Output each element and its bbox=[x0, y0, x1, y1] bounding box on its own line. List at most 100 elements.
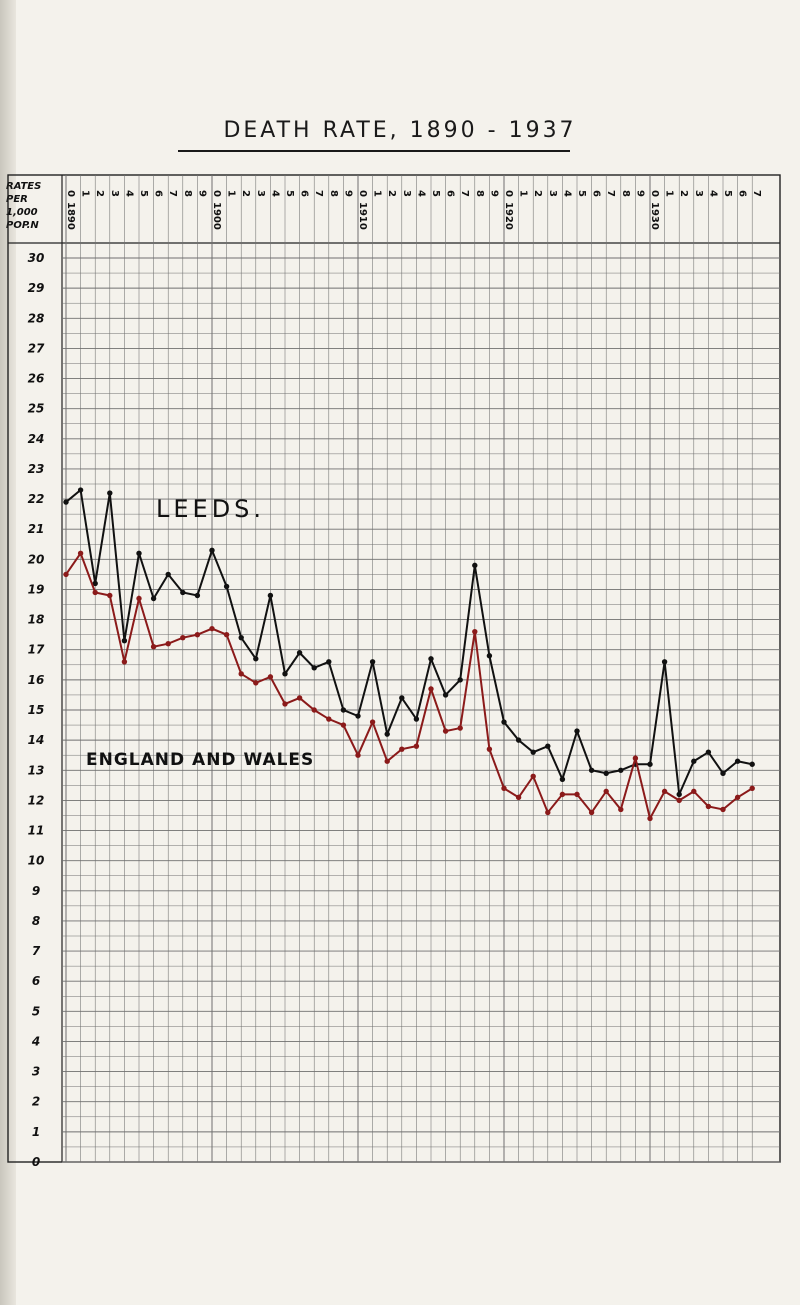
decade-label: 1920 bbox=[503, 202, 514, 230]
grid-layer bbox=[7, 174, 781, 1163]
year-digit-label: 9 bbox=[196, 190, 207, 197]
data-point-england-wales bbox=[749, 785, 755, 792]
year-digit-label: 4 bbox=[123, 190, 134, 197]
year-digit-label: 3 bbox=[693, 190, 704, 197]
year-digit-label: 0 bbox=[211, 190, 222, 197]
y-tick-label: 9 bbox=[32, 884, 40, 898]
data-point-england-wales bbox=[92, 589, 98, 596]
y-axis-header: RATES PER 1,000 POP.N bbox=[6, 180, 58, 232]
data-point-leeds bbox=[501, 719, 507, 725]
data-point-leeds bbox=[107, 490, 113, 496]
data-point-england-wales bbox=[399, 746, 405, 752]
y-tick-label: 1 bbox=[32, 1125, 40, 1139]
y-tick-label: 17 bbox=[28, 643, 45, 657]
data-point-leeds bbox=[545, 743, 551, 749]
year-digit-label: 7 bbox=[313, 190, 324, 197]
year-digit-label: 5 bbox=[576, 190, 587, 197]
y-tick-label: 20 bbox=[28, 552, 45, 566]
data-point-england-wales bbox=[369, 719, 376, 725]
y-tick-label: 23 bbox=[28, 462, 45, 476]
data-point-england-wales bbox=[486, 746, 493, 752]
data-point-leeds bbox=[559, 776, 566, 783]
data-point-leeds bbox=[267, 592, 274, 599]
y-tick-label: 24 bbox=[28, 432, 45, 446]
label-layer: LEEDS. ENGLAND AND WALES bbox=[86, 495, 313, 770]
series-line-england-wales bbox=[65, 551, 753, 822]
data-point-england-wales bbox=[501, 785, 507, 792]
data-point-england-wales bbox=[180, 634, 186, 641]
year-digit-label: 3 bbox=[255, 190, 266, 197]
data-point-england-wales bbox=[603, 788, 609, 795]
data-point-england-wales bbox=[384, 758, 390, 764]
data-point-england-wales bbox=[545, 809, 551, 816]
data-point-leeds bbox=[676, 791, 682, 798]
data-point-leeds bbox=[588, 767, 595, 773]
year-digit-label: 3 bbox=[401, 190, 412, 197]
data-point-england-wales bbox=[705, 803, 712, 810]
y-tick-label: 8 bbox=[32, 914, 40, 928]
data-point-leeds bbox=[238, 634, 244, 641]
y-tick-label: 7 bbox=[32, 944, 41, 958]
data-point-leeds bbox=[442, 692, 449, 698]
data-point-england-wales bbox=[296, 695, 303, 701]
y-tick-label: 2 bbox=[32, 1095, 40, 1109]
y-tick-label: 28 bbox=[28, 311, 45, 325]
year-digit-label: 1 bbox=[80, 190, 91, 197]
data-point-leeds bbox=[355, 713, 361, 719]
data-point-england-wales bbox=[574, 791, 580, 798]
y-tick-label: 18 bbox=[28, 613, 45, 627]
data-point-leeds bbox=[223, 583, 230, 590]
data-point-leeds bbox=[399, 695, 405, 701]
y-tick-label: 30 bbox=[28, 251, 45, 265]
data-point-leeds bbox=[457, 677, 463, 683]
year-digit-label: 5 bbox=[138, 190, 149, 197]
data-point-leeds bbox=[705, 749, 712, 755]
y-tick-label: 13 bbox=[28, 763, 45, 777]
data-point-england-wales bbox=[661, 788, 668, 795]
year-digit-label: 8 bbox=[474, 190, 485, 197]
decade-label: 1890 bbox=[65, 202, 76, 230]
year-digit-label: 6 bbox=[445, 190, 456, 197]
data-point-england-wales bbox=[238, 671, 244, 677]
data-point-leeds bbox=[326, 659, 332, 665]
y-header-line-2: PER bbox=[6, 194, 28, 205]
year-digit-label: 7 bbox=[459, 190, 470, 197]
data-point-england-wales bbox=[734, 794, 741, 801]
year-digit-label: 6 bbox=[591, 190, 602, 197]
year-digit-label: 5 bbox=[430, 190, 441, 197]
data-point-leeds bbox=[472, 562, 478, 569]
data-point-leeds bbox=[749, 761, 755, 767]
data-point-leeds bbox=[384, 731, 390, 737]
year-digit-label: 1 bbox=[664, 190, 675, 197]
data-point-leeds bbox=[515, 737, 522, 743]
y-tick-label: 6 bbox=[32, 974, 40, 988]
data-point-leeds bbox=[720, 770, 726, 776]
year-digit-label: 4 bbox=[707, 190, 718, 197]
data-point-england-wales bbox=[121, 659, 128, 665]
decade-label: 1900 bbox=[211, 202, 222, 230]
data-point-england-wales bbox=[691, 788, 697, 795]
y-tick-label: 21 bbox=[28, 522, 45, 536]
series-layer bbox=[63, 487, 755, 822]
data-point-leeds bbox=[603, 770, 609, 776]
data-point-england-wales bbox=[530, 773, 536, 779]
year-digit-label: 2 bbox=[94, 190, 105, 197]
data-point-leeds bbox=[530, 749, 536, 755]
data-point-leeds bbox=[691, 758, 697, 764]
data-point-leeds bbox=[661, 659, 668, 665]
data-point-england-wales bbox=[647, 815, 653, 822]
year-digit-label: 1 bbox=[372, 190, 383, 197]
data-point-leeds bbox=[253, 656, 259, 662]
year-digit-label: 2 bbox=[240, 190, 251, 197]
y-tick-label: 15 bbox=[28, 703, 45, 717]
data-point-england-wales bbox=[618, 806, 624, 813]
data-point-leeds bbox=[413, 716, 420, 722]
year-digit-label: 1 bbox=[226, 190, 237, 197]
y-tick-label: 0 bbox=[32, 1155, 40, 1169]
data-point-england-wales bbox=[676, 797, 682, 804]
data-point-england-wales bbox=[515, 794, 522, 801]
data-point-england-wales bbox=[442, 728, 449, 734]
year-digit-label: 7 bbox=[751, 190, 762, 197]
data-point-england-wales bbox=[355, 752, 361, 758]
